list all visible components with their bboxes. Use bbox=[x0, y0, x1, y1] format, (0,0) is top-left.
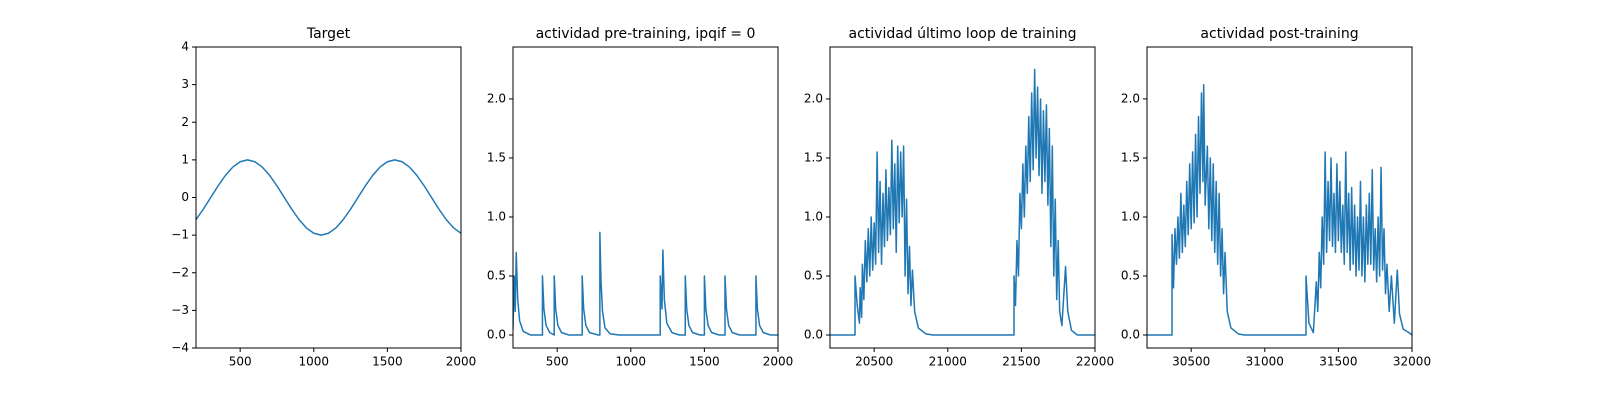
x-tick-label: 1500 bbox=[689, 355, 720, 369]
x-tick-label: 500 bbox=[546, 355, 569, 369]
x-tick-label: 32000 bbox=[1393, 355, 1431, 369]
y-tick-label: −2 bbox=[171, 265, 189, 279]
y-tick-label: 1.0 bbox=[487, 209, 506, 223]
x-tick-label: 21000 bbox=[929, 355, 967, 369]
data-line bbox=[196, 159, 461, 236]
axes-frame bbox=[512, 46, 779, 349]
y-tick-label: 0.0 bbox=[487, 328, 506, 342]
y-tick-label: 2.0 bbox=[1121, 91, 1140, 105]
y-tick-label: 1.5 bbox=[1121, 150, 1140, 164]
x-tick-label: 2000 bbox=[446, 355, 477, 369]
y-tick-label: 1.5 bbox=[804, 150, 823, 164]
x-tick-label: 1000 bbox=[299, 355, 330, 369]
y-tick-label: 2.0 bbox=[487, 91, 506, 105]
x-tick-label: 20500 bbox=[855, 355, 893, 369]
y-tick-label: 1.0 bbox=[1121, 209, 1140, 223]
y-tick-label: 4 bbox=[181, 40, 189, 54]
y-tick-label: −4 bbox=[171, 341, 189, 355]
y-tick-label: 2.0 bbox=[804, 91, 823, 105]
panel-title: Target bbox=[306, 26, 351, 42]
y-tick-label: 1 bbox=[181, 152, 189, 166]
y-tick-label: 1.5 bbox=[487, 150, 506, 164]
axes-frame bbox=[829, 46, 1096, 349]
x-tick-label: 31500 bbox=[1319, 355, 1357, 369]
data-line bbox=[830, 68, 1095, 336]
data-line bbox=[513, 231, 778, 336]
axes-frame bbox=[1146, 46, 1413, 349]
x-tick-label: 30500 bbox=[1172, 355, 1210, 369]
x-tick-label: 22000 bbox=[1076, 355, 1114, 369]
y-tick-label: 3 bbox=[181, 77, 189, 91]
x-tick-label: 21500 bbox=[1002, 355, 1040, 369]
y-tick-label: 0.0 bbox=[1121, 328, 1140, 342]
x-tick-label: 31000 bbox=[1246, 355, 1284, 369]
y-tick-label: −3 bbox=[171, 303, 189, 317]
y-tick-label: 2 bbox=[181, 115, 189, 129]
data-line bbox=[1147, 84, 1412, 336]
y-tick-label: 0.5 bbox=[804, 268, 823, 282]
x-tick-label: 2000 bbox=[763, 355, 794, 369]
axes-frame bbox=[195, 46, 462, 349]
y-tick-label: 0.5 bbox=[1121, 268, 1140, 282]
panel-title: actividad pre-training, ipqif = 0 bbox=[536, 26, 756, 42]
x-tick-label: 500 bbox=[229, 355, 252, 369]
y-tick-label: 0 bbox=[181, 190, 189, 204]
y-tick-label: 0.5 bbox=[487, 268, 506, 282]
y-tick-label: 1.0 bbox=[804, 209, 823, 223]
panel-title: actividad último loop de training bbox=[849, 26, 1077, 42]
y-tick-label: 0.0 bbox=[804, 328, 823, 342]
panel-title: actividad post-training bbox=[1200, 26, 1358, 42]
x-tick-label: 1500 bbox=[372, 355, 403, 369]
x-tick-label: 1000 bbox=[616, 355, 647, 369]
y-tick-label: −1 bbox=[171, 228, 189, 242]
